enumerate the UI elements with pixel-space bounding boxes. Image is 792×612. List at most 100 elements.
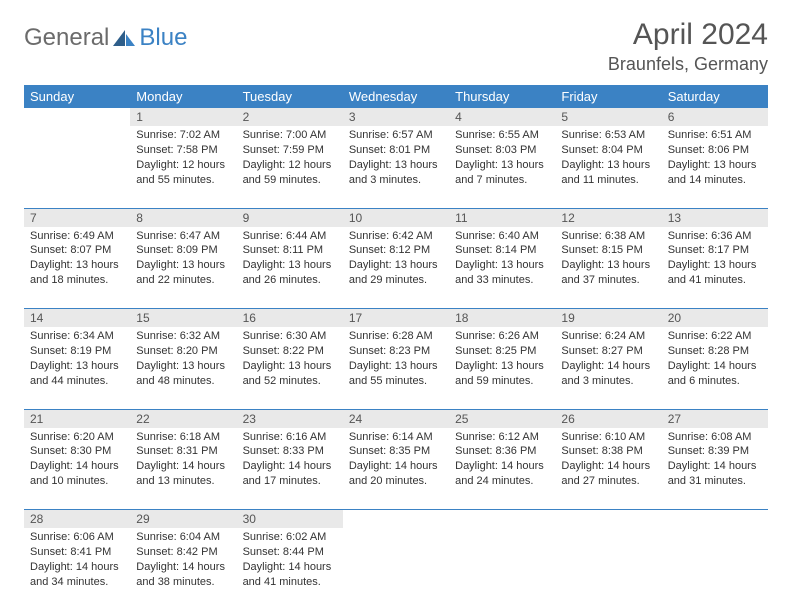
sunrise-line: Sunrise: 6:14 AM	[349, 430, 443, 445]
sunrise-line: Sunrise: 6:18 AM	[136, 430, 230, 445]
sunrise-line: Sunrise: 6:30 AM	[243, 329, 337, 344]
day-cell	[24, 126, 130, 208]
day-details: Sunrise: 6:53 AMSunset: 8:04 PMDaylight:…	[555, 126, 661, 191]
day-cell	[555, 528, 661, 610]
day-details: Sunrise: 6:49 AMSunset: 8:07 PMDaylight:…	[24, 227, 130, 292]
day-cell: Sunrise: 6:24 AMSunset: 8:27 PMDaylight:…	[555, 327, 661, 409]
sunrise-line: Sunrise: 6:26 AM	[455, 329, 549, 344]
day-details: Sunrise: 6:51 AMSunset: 8:06 PMDaylight:…	[662, 126, 768, 191]
day-details: Sunrise: 6:28 AMSunset: 8:23 PMDaylight:…	[343, 327, 449, 392]
daylight-line: Daylight: 14 hours and 10 minutes.	[30, 459, 124, 489]
day-number-cell: 4	[449, 108, 555, 126]
daylight-line: Daylight: 14 hours and 34 minutes.	[30, 560, 124, 590]
day-cell: Sunrise: 6:49 AMSunset: 8:07 PMDaylight:…	[24, 227, 130, 309]
day-number-cell: 25	[449, 409, 555, 428]
sunrise-line: Sunrise: 6:44 AM	[243, 229, 337, 244]
day-details: Sunrise: 6:32 AMSunset: 8:20 PMDaylight:…	[130, 327, 236, 392]
sunrise-line: Sunrise: 6:36 AM	[668, 229, 762, 244]
day-cell: Sunrise: 6:53 AMSunset: 8:04 PMDaylight:…	[555, 126, 661, 208]
calendar-page: General Blue April 2024 Braunfels, Germa…	[0, 0, 792, 610]
day-details: Sunrise: 7:00 AMSunset: 7:59 PMDaylight:…	[237, 126, 343, 191]
daylight-line: Daylight: 13 hours and 18 minutes.	[30, 258, 124, 288]
sunset-line: Sunset: 8:04 PM	[561, 143, 655, 158]
sunrise-line: Sunrise: 6:22 AM	[668, 329, 762, 344]
daylight-line: Daylight: 13 hours and 3 minutes.	[349, 158, 443, 188]
sunset-line: Sunset: 8:06 PM	[668, 143, 762, 158]
day-details: Sunrise: 6:16 AMSunset: 8:33 PMDaylight:…	[237, 428, 343, 493]
sunset-line: Sunset: 8:20 PM	[136, 344, 230, 359]
daylight-line: Daylight: 13 hours and 7 minutes.	[455, 158, 549, 188]
sunrise-line: Sunrise: 6:38 AM	[561, 229, 655, 244]
day-cell: Sunrise: 7:02 AMSunset: 7:58 PMDaylight:…	[130, 126, 236, 208]
day-cell: Sunrise: 6:32 AMSunset: 8:20 PMDaylight:…	[130, 327, 236, 409]
day-cell: Sunrise: 6:44 AMSunset: 8:11 PMDaylight:…	[237, 227, 343, 309]
logo: General Blue	[24, 18, 187, 52]
sunset-line: Sunset: 8:11 PM	[243, 243, 337, 258]
daylight-line: Daylight: 13 hours and 11 minutes.	[561, 158, 655, 188]
day-cell: Sunrise: 6:55 AMSunset: 8:03 PMDaylight:…	[449, 126, 555, 208]
sunset-line: Sunset: 8:35 PM	[349, 444, 443, 459]
day-details: Sunrise: 6:40 AMSunset: 8:14 PMDaylight:…	[449, 227, 555, 292]
weekday-header: Sunday	[24, 85, 130, 108]
day-cell: Sunrise: 6:51 AMSunset: 8:06 PMDaylight:…	[662, 126, 768, 208]
daylight-line: Daylight: 13 hours and 37 minutes.	[561, 258, 655, 288]
day-cell: Sunrise: 6:42 AMSunset: 8:12 PMDaylight:…	[343, 227, 449, 309]
day-number-cell	[662, 510, 768, 529]
daylight-line: Daylight: 13 hours and 33 minutes.	[455, 258, 549, 288]
day-number-cell: 20	[662, 309, 768, 328]
sunset-line: Sunset: 7:59 PM	[243, 143, 337, 158]
sunrise-line: Sunrise: 6:40 AM	[455, 229, 549, 244]
day-number-cell: 17	[343, 309, 449, 328]
day-cell: Sunrise: 6:10 AMSunset: 8:38 PMDaylight:…	[555, 428, 661, 510]
day-number-cell: 23	[237, 409, 343, 428]
daynum-row: 21222324252627	[24, 409, 768, 428]
day-number-cell	[24, 108, 130, 126]
week-row: Sunrise: 6:49 AMSunset: 8:07 PMDaylight:…	[24, 227, 768, 309]
sunrise-line: Sunrise: 6:04 AM	[136, 530, 230, 545]
day-number-cell: 22	[130, 409, 236, 428]
day-cell: Sunrise: 6:18 AMSunset: 8:31 PMDaylight:…	[130, 428, 236, 510]
day-number-cell: 18	[449, 309, 555, 328]
day-cell: Sunrise: 6:22 AMSunset: 8:28 PMDaylight:…	[662, 327, 768, 409]
day-details: Sunrise: 6:42 AMSunset: 8:12 PMDaylight:…	[343, 227, 449, 292]
day-number-cell: 12	[555, 208, 661, 227]
daylight-line: Daylight: 13 hours and 29 minutes.	[349, 258, 443, 288]
day-number-cell: 8	[130, 208, 236, 227]
day-cell: Sunrise: 6:16 AMSunset: 8:33 PMDaylight:…	[237, 428, 343, 510]
day-details: Sunrise: 6:44 AMSunset: 8:11 PMDaylight:…	[237, 227, 343, 292]
sunset-line: Sunset: 8:14 PM	[455, 243, 549, 258]
sunset-line: Sunset: 8:36 PM	[455, 444, 549, 459]
month-title: April 2024	[608, 18, 768, 52]
daylight-line: Daylight: 14 hours and 24 minutes.	[455, 459, 549, 489]
day-cell: Sunrise: 6:38 AMSunset: 8:15 PMDaylight:…	[555, 227, 661, 309]
day-number-cell: 2	[237, 108, 343, 126]
sunset-line: Sunset: 8:42 PM	[136, 545, 230, 560]
daynum-row: 78910111213	[24, 208, 768, 227]
daylight-line: Daylight: 13 hours and 52 minutes.	[243, 359, 337, 389]
week-row: Sunrise: 6:34 AMSunset: 8:19 PMDaylight:…	[24, 327, 768, 409]
week-row: Sunrise: 6:20 AMSunset: 8:30 PMDaylight:…	[24, 428, 768, 510]
day-details: Sunrise: 6:22 AMSunset: 8:28 PMDaylight:…	[662, 327, 768, 392]
sunrise-line: Sunrise: 6:02 AM	[243, 530, 337, 545]
day-cell: Sunrise: 6:04 AMSunset: 8:42 PMDaylight:…	[130, 528, 236, 610]
header: General Blue April 2024 Braunfels, Germa…	[24, 18, 768, 75]
day-details: Sunrise: 6:55 AMSunset: 8:03 PMDaylight:…	[449, 126, 555, 191]
logo-text-blue: Blue	[139, 24, 187, 52]
sunset-line: Sunset: 8:25 PM	[455, 344, 549, 359]
day-details: Sunrise: 6:02 AMSunset: 8:44 PMDaylight:…	[237, 528, 343, 593]
sunrise-line: Sunrise: 6:10 AM	[561, 430, 655, 445]
daylight-line: Daylight: 13 hours and 44 minutes.	[30, 359, 124, 389]
day-cell: Sunrise: 6:08 AMSunset: 8:39 PMDaylight:…	[662, 428, 768, 510]
day-number-cell: 13	[662, 208, 768, 227]
sunrise-line: Sunrise: 6:57 AM	[349, 128, 443, 143]
daylight-line: Daylight: 13 hours and 59 minutes.	[455, 359, 549, 389]
sunrise-line: Sunrise: 6:51 AM	[668, 128, 762, 143]
sunset-line: Sunset: 8:15 PM	[561, 243, 655, 258]
sunrise-line: Sunrise: 6:49 AM	[30, 229, 124, 244]
day-number-cell: 27	[662, 409, 768, 428]
weekday-row: SundayMondayTuesdayWednesdayThursdayFrid…	[24, 85, 768, 108]
day-details: Sunrise: 6:24 AMSunset: 8:27 PMDaylight:…	[555, 327, 661, 392]
day-number-cell: 14	[24, 309, 130, 328]
calendar-body: 123456Sunrise: 7:02 AMSunset: 7:58 PMDay…	[24, 108, 768, 610]
daynum-row: 14151617181920	[24, 309, 768, 328]
